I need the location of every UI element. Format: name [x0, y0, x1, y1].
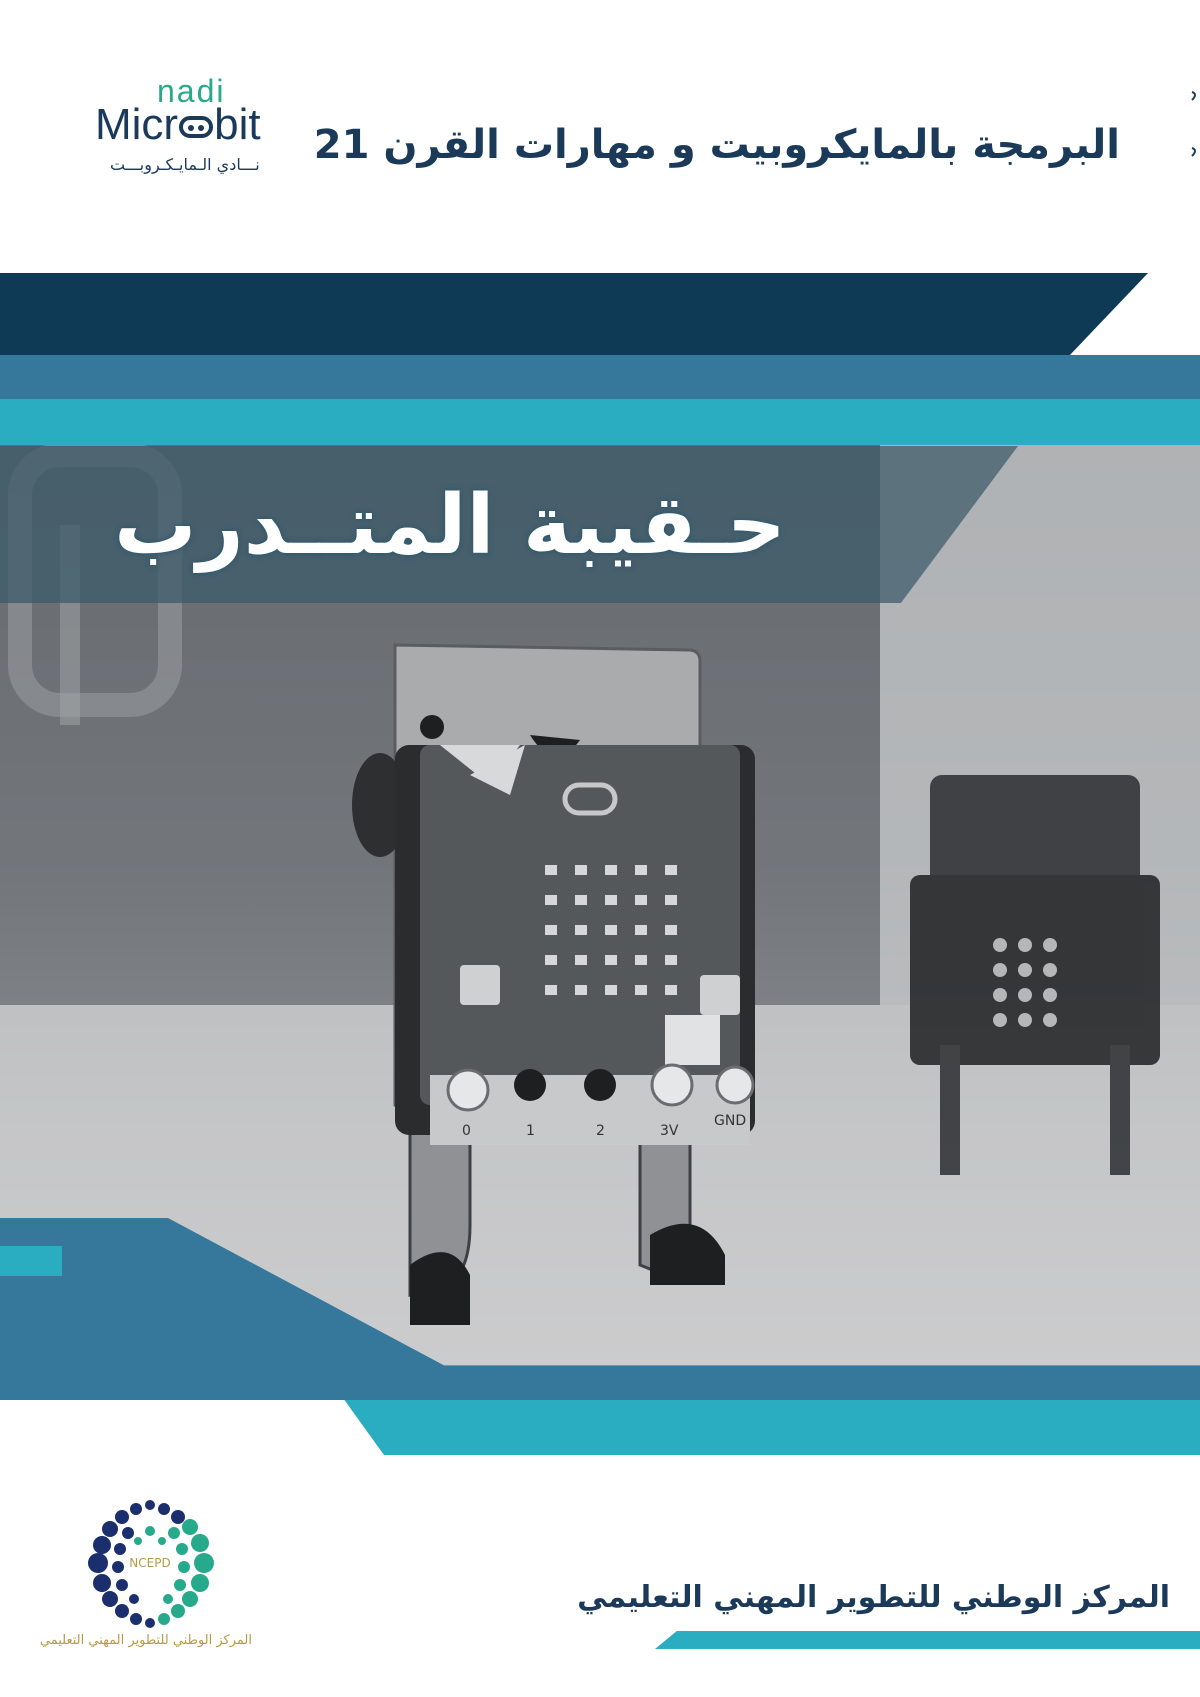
ncepd-logo: NCEPD: [88, 1500, 214, 1628]
pin-label-2: 2: [596, 1123, 605, 1139]
title-overlay-band: [0, 446, 1018, 603]
header-band-teal: [0, 399, 1200, 445]
main-robot: 0 1 2 3V GND: [352, 643, 755, 1325]
edge-mark-icon: [1191, 91, 1196, 157]
lower-band-teal: [0, 1400, 1200, 1455]
logo-micro-part: Micr: [95, 100, 179, 149]
pin-label-0: 0: [462, 1123, 471, 1139]
logo-bit-part: bit: [214, 100, 261, 149]
lower-left-teal-strip: [0, 1246, 62, 1276]
header-band-dark: [0, 273, 1148, 355]
logo-nadi-text: nadi: [157, 73, 226, 109]
header-band-mid: [0, 355, 1200, 399]
ncepd-caption: المركز الوطني للتطوير المهني التعليمي: [39, 1633, 252, 1648]
footer-teal-bar: [655, 1631, 1200, 1649]
logo-ring-icon: [179, 116, 214, 139]
logo-microbit-text: Micr bit: [95, 103, 261, 147]
logo-arabic-text: نـــادي الـمايـكـروبـــت: [110, 155, 260, 174]
ncepd-logo-text: NCEPD: [129, 1556, 170, 1570]
footer-org-name: المركز الوطني للتطوير المهني التعليمي: [577, 1580, 1170, 1615]
pin-label-1: 1: [526, 1123, 535, 1139]
pin-label-gnd: GND: [714, 1113, 746, 1129]
main-title: حـقيبة المتــدرب: [114, 478, 786, 573]
pin-label-3v: 3V: [660, 1123, 679, 1139]
background-robot: [910, 775, 1160, 1175]
course-title: البرمجة بالمايكروبيت و مهارات القرن 21: [313, 122, 1120, 168]
nadi-microbit-logo: nadi Micr bit نـــادي الـمايـكـروبـــت: [95, 75, 305, 175]
